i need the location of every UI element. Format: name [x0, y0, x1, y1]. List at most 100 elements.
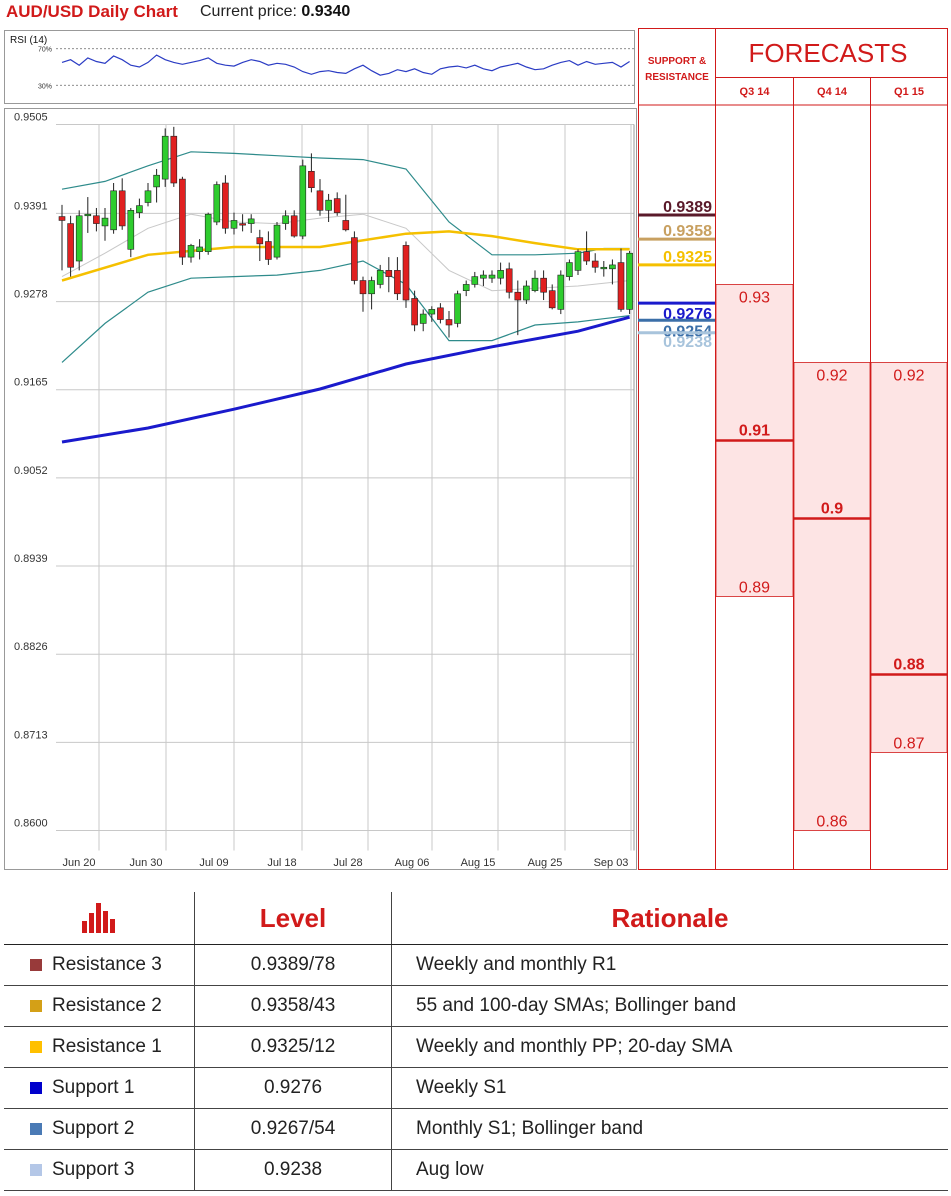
- candle-body: [523, 285, 530, 301]
- level-name: Support 2: [52, 1118, 135, 1139]
- candle-body: [136, 205, 143, 213]
- level-color-swatch: [30, 1000, 42, 1012]
- candle-body: [58, 216, 66, 221]
- level-color-swatch: [30, 1082, 42, 1094]
- level-rationale: Weekly and monthly R1: [391, 944, 948, 986]
- x-tick-label: Jul 28: [333, 857, 362, 869]
- bar-chart-icon: [82, 902, 115, 933]
- forecast-low-label: 0.89: [739, 579, 770, 596]
- table-row: Resistance 2 0.9358/43 55 and 100-day SMAs…: [4, 985, 948, 1027]
- chart-area: RSI (14)70% 30% 0.9505 0.9391 0.9278 0.9165 0.…: [4, 28, 948, 870]
- sr-column-frame: [638, 28, 716, 870]
- table-row: Support 2 0.9267/54 Monthly S1; Bollinger …: [4, 1108, 948, 1150]
- candle-body: [213, 184, 221, 223]
- candle-body: [497, 270, 504, 279]
- x-tick-label: Aug 25: [528, 857, 563, 869]
- x-tick-label: Aug 15: [461, 857, 496, 869]
- candle-body: [514, 291, 522, 301]
- table-row: Support 3 0.9238 Aug low: [4, 1149, 948, 1191]
- candle-body: [265, 241, 272, 260]
- level-value: 0.9276: [194, 1067, 392, 1109]
- table-row: Resistance 1 0.9325/12 Weekly and monthly …: [4, 1026, 948, 1068]
- chart-title: AUD/USD Daily Chart: [6, 2, 178, 21]
- candle-body: [170, 135, 178, 184]
- candle-body: [179, 178, 186, 258]
- y-tick-label: 0.9278: [14, 289, 48, 301]
- level-color-swatch: [30, 1123, 42, 1135]
- y-tick-label: 0.9165: [14, 377, 48, 389]
- candle-body: [299, 165, 307, 237]
- y-tick-label: 0.8826: [14, 641, 48, 653]
- candle-body: [308, 171, 315, 188]
- forecast-column-header: Q1 15: [894, 86, 924, 98]
- sr-level-label: 0.9238: [663, 334, 712, 351]
- rsi-level-label: 30%: [38, 83, 52, 90]
- level-color-swatch: [30, 1041, 42, 1053]
- candle-body: [626, 252, 633, 310]
- x-tick-label: Jun 20: [62, 857, 95, 869]
- x-tick-label: Jul 09: [199, 857, 228, 869]
- forecast-mid-label: 0.88: [893, 656, 924, 673]
- forecast-low-label: 0.86: [816, 814, 847, 831]
- candle-body: [488, 274, 496, 279]
- candle-body: [462, 284, 470, 291]
- candle-body: [454, 293, 461, 324]
- y-tick-label: 0.9391: [14, 200, 48, 212]
- level-value: 0.9267/54: [194, 1108, 392, 1150]
- candle-body: [600, 266, 608, 270]
- level-name-cell: Support 2: [4, 1108, 195, 1150]
- level-value: 0.9238: [194, 1149, 392, 1191]
- candle-body: [428, 309, 436, 315]
- x-tick-label: Sep 03: [594, 857, 629, 869]
- x-tick-label: Jun 30: [129, 857, 162, 869]
- candle-body: [93, 215, 100, 224]
- candle-body: [368, 280, 375, 295]
- level-value: 0.9389/78: [194, 944, 392, 986]
- candle-body: [359, 280, 367, 295]
- forecast-range-box: [793, 362, 871, 831]
- candle-body: [325, 199, 332, 211]
- candle-body: [617, 262, 625, 310]
- rsi-panel-frame: [4, 30, 635, 104]
- candle-body: [376, 270, 384, 285]
- level-name: Resistance 2: [52, 995, 162, 1016]
- level-name: Support 3: [52, 1159, 135, 1180]
- header-rationale: Rationale: [391, 892, 948, 945]
- forecast-mid-label: 0.91: [739, 422, 770, 439]
- level-rationale: Weekly S1: [391, 1067, 948, 1109]
- candle-body: [153, 174, 160, 188]
- sr-level-label: 0.9389: [663, 199, 712, 216]
- candle-body: [557, 274, 565, 310]
- level-rationale: Monthly S1; Bollinger band: [391, 1108, 948, 1150]
- candle-body: [548, 290, 556, 309]
- x-tick-label: Aug 06: [395, 857, 430, 869]
- candle-body: [75, 215, 83, 262]
- y-tick-label: 0.8939: [14, 553, 48, 565]
- y-tick-label: 0.8600: [14, 818, 48, 830]
- forecast-column-header: Q3 14: [740, 86, 771, 98]
- candle-body: [394, 270, 401, 295]
- candle-body: [316, 190, 324, 211]
- candle-body: [273, 224, 281, 258]
- x-tick-label: Jul 18: [267, 857, 296, 869]
- bollinger-lower-line: [61, 260, 630, 363]
- y-tick-label: 0.8713: [14, 729, 48, 741]
- candle-body: [411, 298, 418, 326]
- y-tick-label: 0.9505: [14, 112, 48, 124]
- candle-body: [351, 237, 358, 281]
- candle-body: [402, 245, 410, 301]
- level-name-cell: Resistance 2: [4, 985, 195, 1027]
- candle-body: [127, 210, 135, 250]
- forecasts-title: FORECASTS: [749, 38, 908, 68]
- candle-body: [574, 251, 582, 271]
- candle-body: [333, 198, 341, 213]
- candle-body: [505, 268, 513, 293]
- level-name: Resistance 3: [52, 954, 162, 975]
- candle-body: [445, 319, 453, 326]
- candle-body: [583, 251, 590, 262]
- candle-body: [222, 182, 229, 229]
- level-name-cell: Resistance 1: [4, 1026, 195, 1068]
- table-icon-cell: [4, 892, 195, 945]
- candle-body: [437, 307, 444, 320]
- candle-body: [247, 218, 255, 224]
